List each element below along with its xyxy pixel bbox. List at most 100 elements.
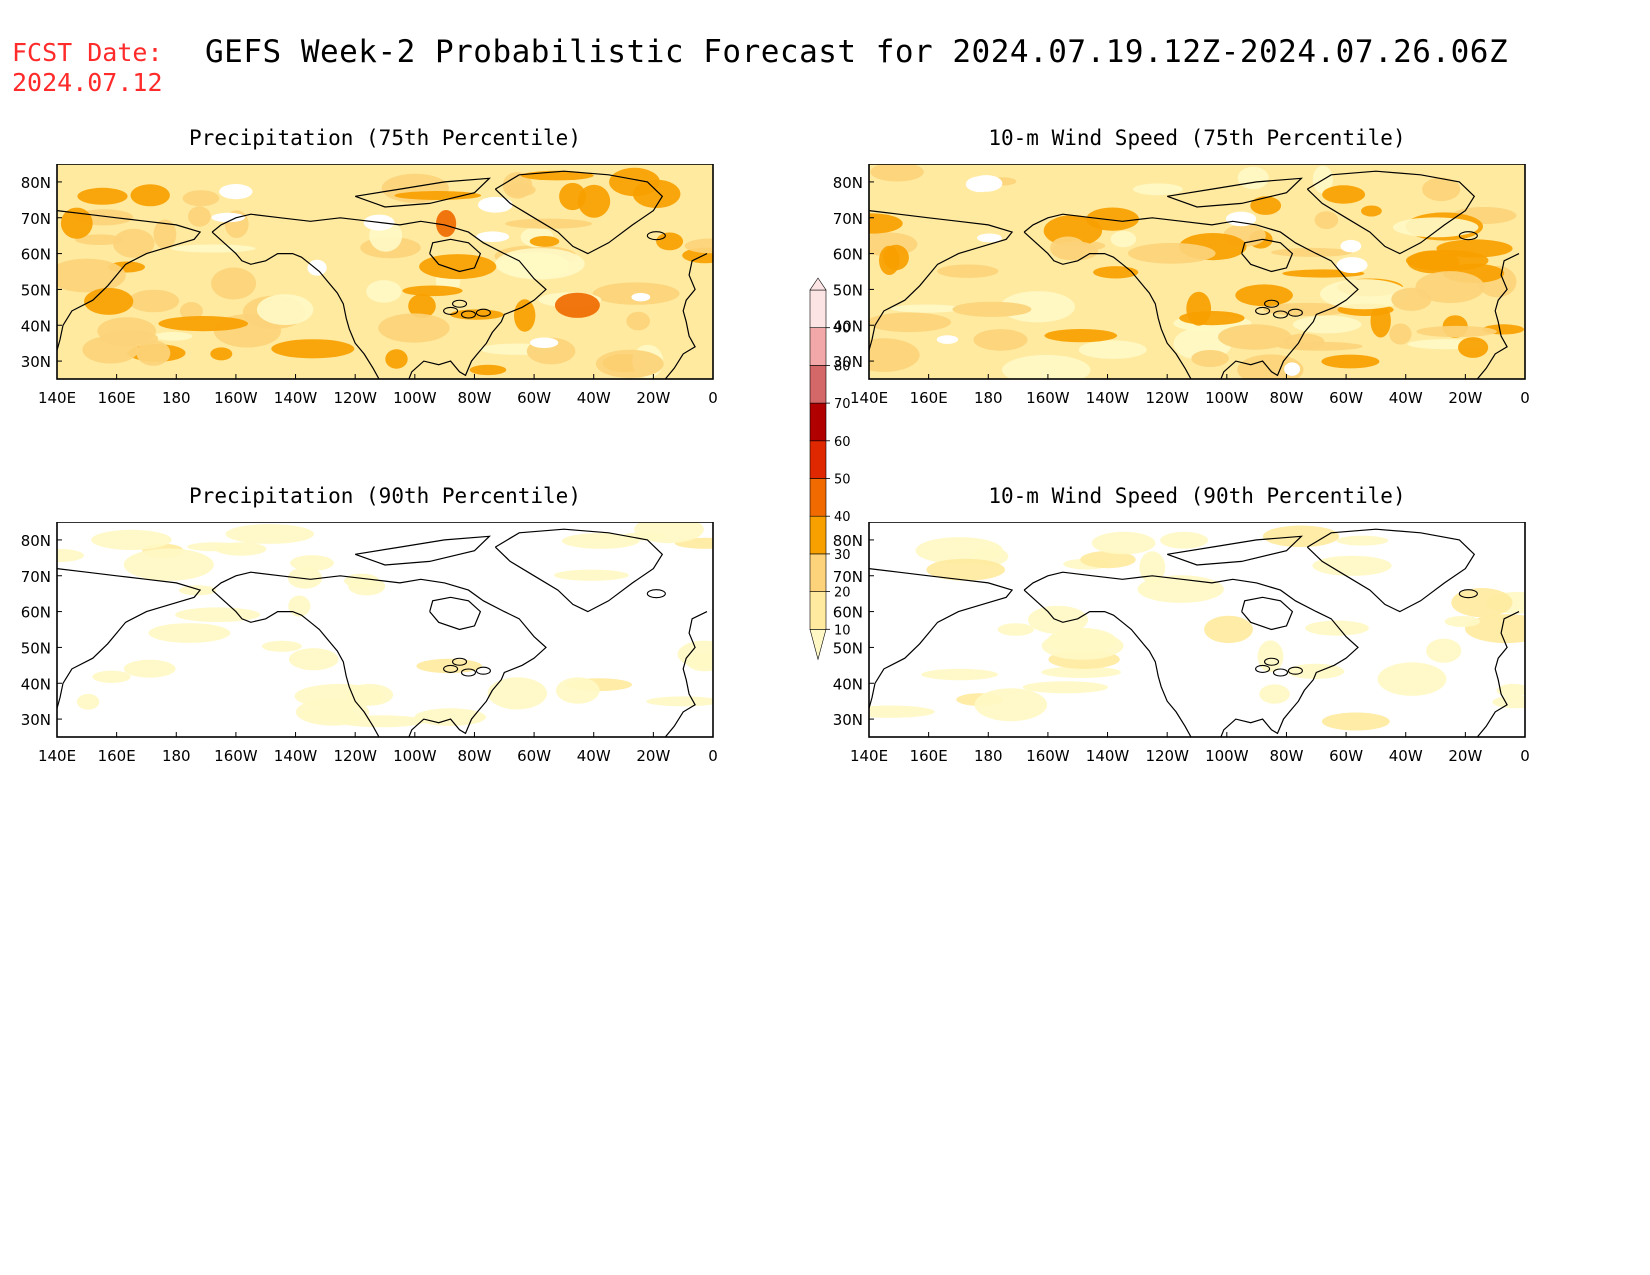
shading-blob (1259, 684, 1290, 704)
shading-blob (123, 659, 176, 678)
shading-blob (1237, 166, 1269, 190)
colorbar-legend: 10 20 30 40 50 60 70 80 90 (809, 277, 851, 661)
shading-blob (469, 364, 507, 376)
shading-blob (128, 289, 180, 313)
shading-blob (1415, 271, 1485, 304)
shading-blob (288, 648, 339, 671)
coastline-na-east (211, 213, 547, 379)
shading-blob (366, 280, 402, 303)
shading-blob (554, 292, 600, 318)
great-lake-3 (475, 666, 491, 675)
colorbar-label: 70 (834, 397, 851, 412)
lat-label: 80N (21, 532, 51, 550)
shading-blob (869, 213, 903, 234)
great-lake-1 (1255, 306, 1271, 315)
coastline-arctic-islands (1166, 535, 1304, 566)
lon-label: 160E (98, 747, 136, 765)
shading-blob (92, 670, 131, 683)
shading-blob (677, 640, 713, 668)
map-wind-75: 80N 70N 60N 50N 40N 30N 140E 160E 180 160W 140W 120… (833, 164, 1530, 407)
shading-blob (1263, 302, 1352, 316)
coastline-greenland (1306, 528, 1476, 613)
shading-blob (187, 542, 243, 552)
shading-blob (1204, 615, 1253, 644)
lat-label: 30N (21, 711, 51, 729)
shading-blob (414, 708, 486, 726)
shading-blob (57, 548, 84, 563)
coastline-europe-africa (664, 611, 708, 737)
shading-blob (1305, 620, 1369, 636)
shading-blob (1320, 279, 1408, 310)
shading-blob (256, 294, 314, 325)
lon-label: 20W (636, 389, 670, 407)
shading-blob (514, 299, 536, 332)
coastline-asia (869, 210, 1014, 351)
coastline-greenland (1306, 170, 1476, 255)
lon-label: 40W (577, 389, 611, 407)
shading-blob (1044, 329, 1118, 343)
shading-gap (1225, 211, 1257, 227)
lon-label: 140W (274, 747, 318, 765)
great-lake-0 (451, 657, 468, 666)
lon-label: 140E (38, 747, 76, 765)
shading-gap (976, 233, 1002, 243)
lon-label: 40W (1389, 389, 1423, 407)
coastline-hudson-bay (429, 238, 482, 273)
lat-label: 30N (833, 711, 863, 729)
coastline-arctic-islands (354, 177, 492, 208)
lon-label: 0 (708, 747, 718, 765)
shading-blob (77, 187, 128, 205)
map-frame (868, 522, 1526, 738)
shading-blob (1361, 205, 1382, 217)
shading-blob (295, 698, 370, 726)
great-lake-3 (1287, 308, 1303, 317)
lon-label: 140E (38, 389, 76, 407)
shading-gap (1340, 239, 1362, 253)
map-precip-90: 80N 70N 60N 50N 40N 30N 140E 160E 180 160W 140W 120… (21, 522, 718, 765)
shading-blob (656, 232, 684, 251)
shading-gap (1284, 362, 1301, 376)
shading-blob (1451, 588, 1513, 618)
coastline-hudson-bay (429, 596, 482, 631)
shading-blob (123, 548, 214, 581)
shading-blob (402, 285, 463, 297)
shading-blob (84, 287, 134, 315)
lon-label: 180 (974, 389, 1003, 407)
shading-blob (112, 228, 155, 258)
lon-label: 0 (708, 389, 718, 407)
shading-blob (890, 304, 963, 313)
colorbar-label: 90 (834, 322, 851, 337)
shading-blob (554, 569, 629, 581)
shading-blob (290, 555, 334, 571)
lon-label: 180 (162, 747, 191, 765)
shading-blob (937, 264, 999, 278)
lon-label: 100W (1205, 747, 1249, 765)
shading-blob (879, 245, 900, 275)
shading-gap (307, 259, 327, 276)
great-lake-0 (1263, 657, 1280, 666)
lon-label: 100W (1205, 389, 1249, 407)
lat-label: 60N (21, 604, 51, 622)
map-precip-75: 80N 70N 60N 50N 40N 30N 140E 160E 180 160W 140W 120… (21, 164, 718, 407)
lat-label: 60N (21, 246, 51, 264)
colorbar-label: 30 (834, 548, 851, 563)
panel-title: Precipitation (90th Percentile) (189, 484, 581, 508)
shading-blob (1128, 242, 1216, 264)
coastline-asia (57, 210, 202, 351)
lat-label: 80N (833, 532, 863, 550)
lon-label: 140W (1086, 389, 1130, 407)
map-field (869, 522, 1525, 737)
lat-label: 70N (21, 568, 51, 586)
shading-blob (1321, 354, 1380, 369)
shading-blob (1110, 230, 1137, 248)
lon-label: 120W (333, 389, 377, 407)
coastline-na-west (211, 589, 380, 737)
lat-label: 30N (21, 353, 51, 371)
shading-blob (1426, 638, 1462, 663)
shading-blob (419, 254, 497, 280)
lon-label: 120W (1145, 747, 1189, 765)
shading-blob (1389, 323, 1412, 345)
colorbar-label: 20 (834, 586, 851, 601)
lon-label: 100W (393, 389, 437, 407)
shading-gap (965, 176, 995, 193)
